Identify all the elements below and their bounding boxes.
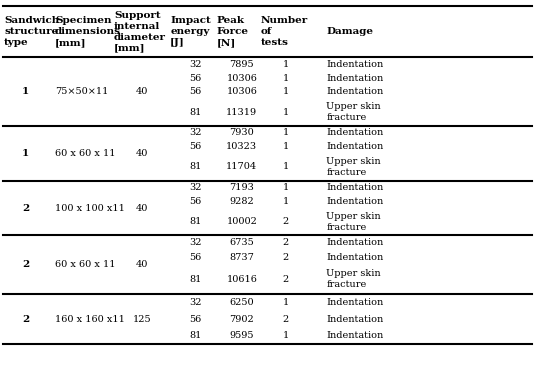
Text: 56: 56: [189, 142, 201, 151]
Text: Number
of
tests: Number of tests: [261, 16, 308, 47]
Text: Indentation: Indentation: [326, 238, 384, 247]
Text: 125: 125: [133, 314, 151, 324]
Text: 160 x 160 x11: 160 x 160 x11: [55, 314, 125, 324]
Text: 40: 40: [135, 87, 148, 96]
Text: 60 x 60 x 11: 60 x 60 x 11: [55, 260, 116, 269]
Text: Damage: Damage: [326, 27, 373, 36]
Text: 2: 2: [282, 314, 289, 324]
Text: 10306: 10306: [226, 87, 257, 96]
Text: 7193: 7193: [230, 183, 254, 192]
Text: 1: 1: [22, 87, 29, 96]
Text: 8737: 8737: [230, 253, 254, 262]
Text: 40: 40: [135, 203, 148, 213]
Text: 1: 1: [282, 162, 289, 172]
Text: 1: 1: [22, 149, 29, 158]
Text: 11319: 11319: [226, 108, 257, 117]
Text: Indentation: Indentation: [326, 253, 384, 262]
Text: Indentation: Indentation: [326, 298, 384, 307]
Text: Indentation: Indentation: [326, 142, 384, 151]
Text: 7902: 7902: [230, 314, 254, 324]
Text: 1: 1: [282, 183, 289, 192]
Text: 2: 2: [22, 203, 29, 213]
Text: 81: 81: [189, 162, 202, 172]
Text: Indentation: Indentation: [326, 183, 384, 192]
Text: 1: 1: [282, 108, 289, 117]
Text: 2: 2: [22, 314, 29, 324]
Text: 56: 56: [189, 253, 201, 262]
Text: 9595: 9595: [230, 331, 254, 340]
Text: 32: 32: [189, 183, 202, 192]
Text: 1: 1: [282, 74, 289, 83]
Text: Indentation: Indentation: [326, 128, 384, 137]
Text: 81: 81: [189, 217, 202, 226]
Text: 6250: 6250: [230, 298, 254, 307]
Text: 11704: 11704: [226, 162, 257, 172]
Text: Indentation: Indentation: [326, 87, 384, 96]
Text: 1: 1: [282, 60, 289, 69]
Text: Upper skin
fracture: Upper skin fracture: [326, 212, 381, 231]
Text: 10616: 10616: [226, 275, 257, 284]
Text: 32: 32: [189, 128, 202, 137]
Text: 1: 1: [282, 128, 289, 137]
Text: 1: 1: [282, 87, 289, 96]
Text: Peak
Force
[N]: Peak Force [N]: [217, 16, 249, 47]
Text: 56: 56: [189, 197, 201, 206]
Text: 1: 1: [282, 197, 289, 206]
Text: Indentation: Indentation: [326, 314, 384, 324]
Text: 40: 40: [135, 149, 148, 158]
Text: Upper skin
fracture: Upper skin fracture: [326, 269, 381, 289]
Text: 32: 32: [189, 60, 202, 69]
Text: 32: 32: [189, 238, 202, 247]
Text: 6735: 6735: [230, 238, 254, 247]
Text: Upper skin
fracture: Upper skin fracture: [326, 102, 381, 122]
Text: 10323: 10323: [226, 142, 257, 151]
Text: 60 x 60 x 11: 60 x 60 x 11: [55, 149, 116, 158]
Text: 7895: 7895: [230, 60, 254, 69]
Text: Sandwich
structure
type: Sandwich structure type: [4, 16, 59, 47]
Text: 2: 2: [282, 217, 289, 226]
Text: 2: 2: [282, 253, 289, 262]
Text: Indentation: Indentation: [326, 197, 384, 206]
Text: 32: 32: [189, 298, 202, 307]
Text: 10002: 10002: [226, 217, 257, 226]
Text: Specimen
dimensions
[mm]: Specimen dimensions [mm]: [55, 16, 121, 47]
Text: Support
internal
diameter
[mm]: Support internal diameter [mm]: [114, 11, 166, 52]
Text: 1: 1: [282, 298, 289, 307]
Text: 2: 2: [22, 260, 29, 269]
Text: Indentation: Indentation: [326, 74, 384, 83]
Text: 1: 1: [282, 331, 289, 340]
Text: 2: 2: [282, 238, 289, 247]
Text: 75×50×11: 75×50×11: [55, 87, 109, 96]
Text: 100 x 100 x11: 100 x 100 x11: [55, 203, 125, 213]
Text: 56: 56: [189, 314, 201, 324]
Text: 1: 1: [282, 142, 289, 151]
Text: Indentation: Indentation: [326, 60, 384, 69]
Text: 10306: 10306: [226, 74, 257, 83]
Text: 81: 81: [189, 275, 202, 284]
Text: 40: 40: [135, 260, 148, 269]
Text: 7930: 7930: [230, 128, 254, 137]
Text: 2: 2: [282, 275, 289, 284]
Text: Impact
energy
[J]: Impact energy [J]: [170, 16, 211, 47]
Text: Indentation: Indentation: [326, 331, 384, 340]
Text: Upper skin
fracture: Upper skin fracture: [326, 157, 381, 177]
Text: 56: 56: [189, 87, 201, 96]
Text: 81: 81: [189, 331, 202, 340]
Text: 56: 56: [189, 74, 201, 83]
Text: 9282: 9282: [230, 197, 254, 206]
Text: 81: 81: [189, 108, 202, 117]
